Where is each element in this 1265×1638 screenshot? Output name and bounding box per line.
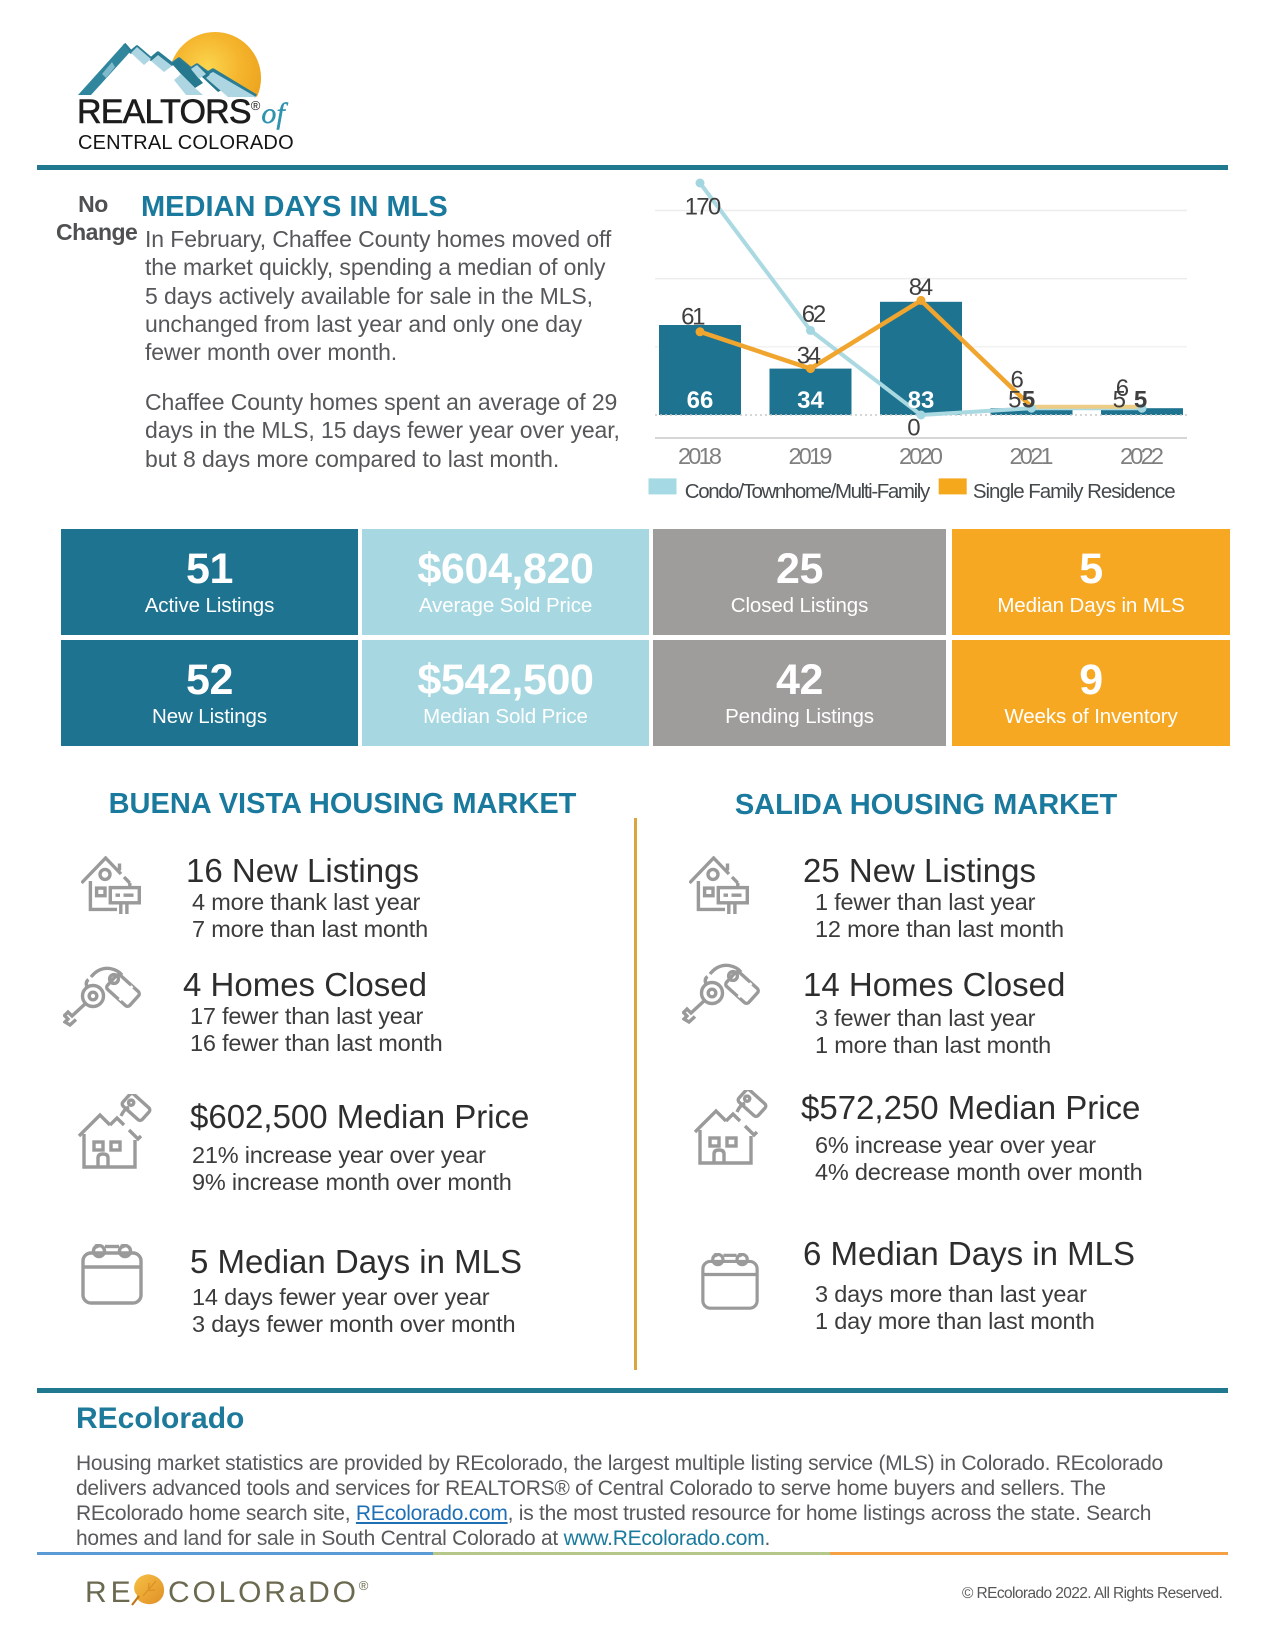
svg-text:2021: 2021 [1010, 443, 1054, 469]
svg-text:2022: 2022 [1120, 443, 1164, 469]
svg-text:61: 61 [681, 303, 705, 330]
svg-text:2020: 2020 [899, 443, 943, 469]
svg-text:170: 170 [685, 194, 722, 221]
svg-text:6: 6 [1011, 366, 1024, 393]
svg-text:Condo/Townhome/Multi-Family: Condo/Townhome/Multi-Family [685, 480, 931, 503]
svg-text:34: 34 [797, 343, 821, 370]
svg-text:2019: 2019 [789, 443, 833, 469]
svg-text:0: 0 [907, 415, 920, 442]
svg-text:2018: 2018 [678, 443, 722, 469]
svg-text:5: 5 [1113, 386, 1126, 413]
svg-text:83: 83 [908, 387, 935, 414]
svg-text:5: 5 [1008, 386, 1021, 413]
svg-text:84: 84 [909, 274, 933, 301]
svg-text:66: 66 [687, 387, 714, 414]
svg-text:6: 6 [1116, 375, 1129, 402]
svg-text:5: 5 [1022, 386, 1035, 413]
svg-text:Single Family Residence: Single Family Residence [973, 480, 1176, 503]
svg-text:34: 34 [797, 387, 824, 414]
svg-text:5: 5 [1134, 386, 1147, 413]
svg-text:62: 62 [802, 301, 826, 328]
